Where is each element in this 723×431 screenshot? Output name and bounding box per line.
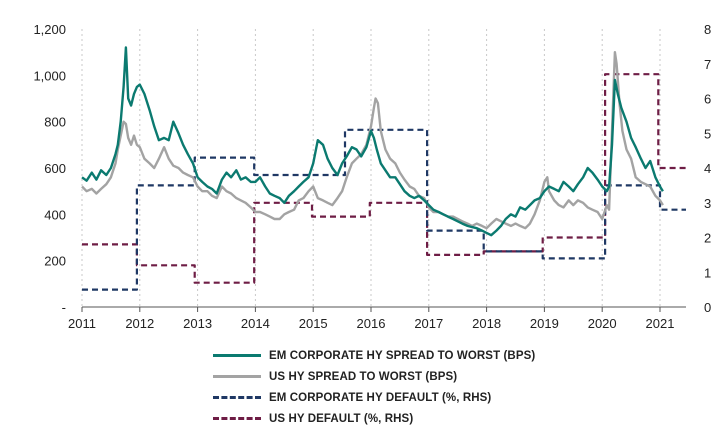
x-tick-label: 2018 (472, 316, 501, 331)
x-tick-label: 2020 (588, 316, 617, 331)
x-tick-label: 2013 (183, 316, 212, 331)
y-right-tick-label: 1 (704, 265, 711, 280)
x-tick-label: 2021 (646, 316, 675, 331)
legend-label-us-spread: US HY SPREAD TO WORST (BPS) (269, 370, 458, 383)
x-tick-label: 2012 (125, 316, 154, 331)
grid (81, 29, 661, 307)
legend-swatch-us-spread (213, 375, 261, 378)
y-right-tick-label: 8 (704, 22, 711, 37)
y-right-tick-label: 7 (704, 57, 711, 72)
series-line-em-corporate-hy-spread-to-worst-bps (81, 46, 664, 237)
axes: 2011 2012 2013 2014 2015 2016 2017 2018 2019 2020… (33, 22, 711, 331)
legend-label-em-spread: EM CORPORATE HY SPREAD TO WORST (BPS) (269, 349, 536, 362)
y-left-tick-label: 1,200 (33, 22, 66, 37)
y-right-tick-label: 2 (704, 231, 711, 246)
series (81, 46, 686, 291)
x-tick-label: 2011 (68, 316, 96, 331)
y-left-tick-label: 600 (44, 161, 66, 176)
series-line-us-hy-default-rhs (82, 73, 686, 284)
y-left-tick-label: 200 (44, 254, 66, 269)
x-tick-label: 2015 (299, 316, 328, 331)
legend-swatch-em-default (213, 396, 261, 399)
y-right-tick-label: 4 (704, 161, 711, 176)
x-tick-label: 2014 (241, 316, 270, 331)
y-right-tick-label: 3 (704, 196, 711, 211)
legend-item: US HY SPREAD TO WORST (BPS) (213, 366, 535, 387)
x-tick-label: 2019 (530, 316, 559, 331)
legend-swatch-em-spread (213, 354, 261, 357)
y-left-tick-label: 1,000 (33, 68, 66, 83)
y-left-tick-label: - (62, 300, 66, 315)
y-left-tick-label: 400 (44, 207, 66, 222)
x-tick-label: 2016 (357, 316, 386, 331)
y-right-tick-label: 6 (704, 92, 711, 107)
legend-item: EM CORPORATE HY SPREAD TO WORST (BPS) (213, 345, 535, 366)
legend-swatch-us-default (213, 417, 261, 420)
chart-svg: 2011 2012 2013 2014 2015 2016 2017 2018 2019 2020… (33, 22, 711, 331)
y-right-tick-label: 0 (704, 300, 711, 315)
y-left-tick-label: 800 (44, 115, 66, 130)
legend-item: US HY DEFAULT (%, RHS) (213, 408, 535, 429)
legend: EM CORPORATE HY SPREAD TO WORST (BPS) US… (213, 345, 535, 429)
legend-label-us-default: US HY DEFAULT (%, RHS) (269, 412, 414, 425)
x-tick-label: 2017 (414, 316, 443, 331)
legend-label-em-default: EM CORPORATE HY DEFAULT (%, RHS) (269, 391, 492, 404)
series-line-us-hy-spread-to-worst-bps (81, 51, 664, 230)
legend-item: EM CORPORATE HY DEFAULT (%, RHS) (213, 387, 535, 408)
y-right-tick-label: 5 (704, 126, 711, 141)
